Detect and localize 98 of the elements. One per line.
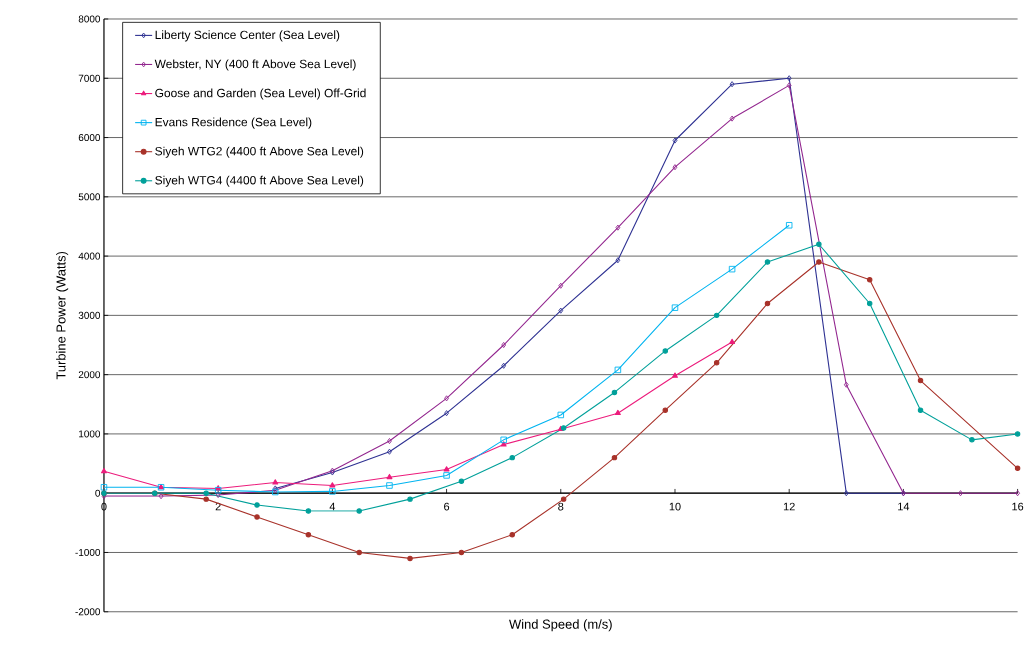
point <box>671 304 679 312</box>
point <box>866 300 873 307</box>
point <box>786 75 792 82</box>
point <box>272 479 279 485</box>
point <box>958 490 963 497</box>
x-tick-label: 10 <box>669 502 681 511</box>
y-tick-label: 4000 <box>78 252 101 260</box>
point <box>386 473 393 480</box>
point <box>611 389 618 396</box>
point <box>203 496 209 502</box>
point <box>729 81 735 88</box>
point <box>305 532 312 538</box>
point <box>816 259 822 265</box>
point <box>215 492 221 499</box>
point <box>969 437 975 443</box>
point <box>356 549 362 556</box>
point <box>672 372 678 378</box>
point <box>407 496 413 502</box>
point <box>509 532 515 538</box>
legend-label: Webster, NY (400 ft Above Sea Level) <box>154 59 356 71</box>
point <box>662 407 669 414</box>
point <box>1014 465 1021 472</box>
y-tick-label: 0 <box>95 489 101 497</box>
point <box>458 478 465 485</box>
y-tick-label: 3000 <box>78 311 101 320</box>
y-tick-label: -1000 <box>75 549 101 557</box>
point <box>615 257 621 264</box>
y-tick-label: 6000 <box>78 134 101 142</box>
point <box>917 377 924 384</box>
y-tick-label: 1000 <box>79 430 101 438</box>
point <box>729 338 736 345</box>
point <box>100 484 108 491</box>
x-tick-label: 16 <box>1012 502 1024 511</box>
point <box>407 555 413 562</box>
point <box>501 362 507 369</box>
point <box>816 241 822 248</box>
point <box>387 448 392 455</box>
point <box>386 482 393 489</box>
point <box>458 549 465 556</box>
point <box>611 455 618 461</box>
point <box>672 137 678 144</box>
x-axis-title: Wind Speed (m/s) <box>509 619 612 632</box>
legend-label: Goose and Garden (Sea Level) Off-Grid <box>155 88 366 100</box>
point <box>254 502 260 508</box>
y-axis-title: Turbine Power (Watts) <box>56 252 69 380</box>
point <box>254 514 260 520</box>
point <box>662 348 669 354</box>
point <box>713 312 720 319</box>
legend-label: Siyeh WTG4 (4400 ft Above Sea Level) <box>155 175 364 187</box>
point <box>917 407 924 414</box>
y-tick-label: 7000 <box>78 74 101 82</box>
point <box>614 366 622 374</box>
point <box>866 277 873 283</box>
x-tick-label: 6 <box>444 502 450 511</box>
x-tick-label: 12 <box>783 502 795 511</box>
legend-label: Evans Residence (Sea Level) <box>155 117 312 129</box>
point <box>786 82 792 89</box>
point <box>713 360 720 366</box>
point <box>614 409 621 416</box>
x-tick-label: 14 <box>898 502 910 511</box>
point <box>672 164 678 171</box>
point <box>764 259 771 265</box>
point <box>387 438 392 445</box>
point <box>558 282 564 289</box>
point <box>203 490 209 497</box>
point <box>443 466 450 472</box>
point <box>443 472 450 479</box>
point <box>558 307 564 314</box>
point <box>444 395 449 402</box>
point <box>615 224 621 231</box>
point <box>785 222 793 229</box>
point <box>500 441 507 447</box>
point <box>305 508 312 514</box>
point <box>729 115 735 122</box>
point <box>329 482 336 488</box>
y-tick-label: -2000 <box>75 608 101 616</box>
point <box>764 300 771 307</box>
point <box>500 436 507 444</box>
point <box>560 496 567 502</box>
point <box>444 410 449 417</box>
y-tick-label: 8000 <box>78 15 101 23</box>
point <box>1014 431 1021 437</box>
point <box>158 493 164 500</box>
point <box>329 488 336 495</box>
point <box>101 468 107 474</box>
point <box>728 266 736 273</box>
legend-label: Liberty Science Center (Sea Level) <box>155 30 340 42</box>
point <box>509 455 515 461</box>
legend-label: Siyeh WTG2 (4400 ft Above Sea Level) <box>155 146 364 158</box>
point <box>356 508 362 514</box>
x-tick-label: 4 <box>329 502 336 511</box>
x-tick-label: 8 <box>558 502 564 511</box>
y-tick-label: 2000 <box>78 371 101 379</box>
y-tick-label: 5000 <box>78 193 101 201</box>
point <box>843 381 849 388</box>
point <box>843 490 849 497</box>
point <box>557 411 565 419</box>
point <box>501 342 507 349</box>
